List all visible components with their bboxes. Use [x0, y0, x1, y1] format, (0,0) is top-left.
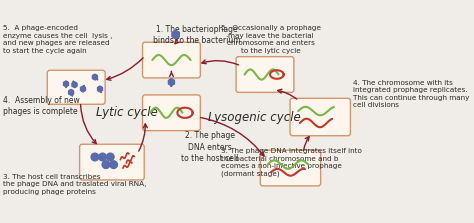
Text: 5.  A phage-encoded
enzyme causes the cell  lysis ,
and new phages are released
: 5. A phage-encoded enzyme causes the cel… [3, 25, 112, 54]
FancyBboxPatch shape [143, 95, 201, 131]
Text: Lytic cycle: Lytic cycle [96, 106, 158, 119]
Text: 2. The phage
DNA enters
to the host cell: 2. The phage DNA enters to the host cell [181, 132, 238, 163]
Text: 3. The phage DNA integrates itself into
the bacterial chromosome and b
ecomes a : 3. The phage DNA integrates itself into … [221, 149, 362, 178]
Polygon shape [72, 82, 77, 88]
Circle shape [110, 161, 118, 168]
Polygon shape [69, 89, 73, 95]
Text: 5.  Occasionally a prophage
may leave the bacterial
chromosome and enters
to the: 5. Occasionally a prophage may leave the… [221, 25, 321, 54]
Polygon shape [168, 79, 174, 86]
Circle shape [99, 153, 106, 161]
Circle shape [91, 153, 99, 161]
FancyBboxPatch shape [143, 42, 201, 78]
FancyBboxPatch shape [236, 57, 294, 92]
FancyBboxPatch shape [260, 150, 320, 186]
FancyBboxPatch shape [290, 98, 350, 136]
Polygon shape [81, 86, 85, 92]
Polygon shape [98, 86, 102, 92]
FancyBboxPatch shape [47, 70, 105, 104]
Text: Lysogenic cycle: Lysogenic cycle [209, 111, 301, 124]
Polygon shape [172, 30, 179, 39]
Circle shape [106, 153, 114, 161]
Text: 4.  Assembly of new
phages is complete: 4. Assembly of new phages is complete [3, 96, 80, 116]
Circle shape [102, 161, 110, 168]
Text: 1. The bacteriophage
binds to the bacterium: 1. The bacteriophage binds to the bacter… [153, 25, 241, 45]
Text: 4. The chromosome with its
integrated prophage replicates.
This can continue thr: 4. The chromosome with its integrated pr… [353, 80, 469, 108]
Polygon shape [64, 81, 68, 87]
FancyBboxPatch shape [80, 144, 144, 180]
Text: 3. The host cell transcribes
the phage DNA and traslated viral RNA,
producing ph: 3. The host cell transcribes the phage D… [3, 174, 146, 195]
Polygon shape [92, 74, 97, 80]
